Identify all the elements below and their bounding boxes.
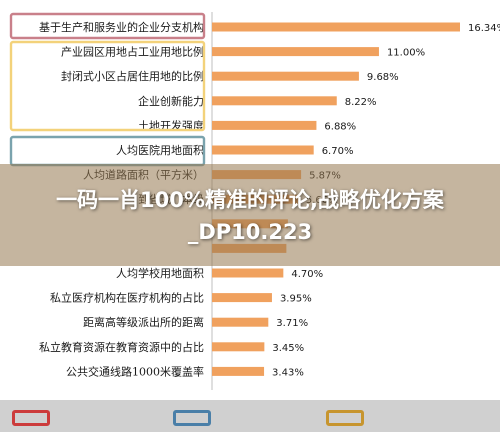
bar [212, 120, 317, 130]
bar [212, 317, 269, 327]
data-label: 8.22% [345, 97, 377, 108]
bottom-strip [0, 400, 500, 432]
bar [212, 342, 265, 352]
data-label: 3.95% [280, 294, 312, 305]
blue-frame-icon [173, 410, 211, 426]
highlight-frame-yellow [9, 40, 206, 132]
bar [212, 22, 460, 32]
category-label: 私立医疗机构在医疗机构的占比 [50, 291, 204, 305]
overlay-title: 一码一肖100%精准的评论,战略优化方案_DP10.223 [56, 188, 444, 244]
data-label: 3.45% [272, 343, 304, 354]
data-label: 6.70% [322, 146, 354, 157]
yellow-frame-icon [326, 410, 364, 426]
category-label: 企业创新能力 [138, 94, 204, 108]
bar [212, 96, 337, 106]
data-label: 9.68% [367, 72, 399, 83]
bar [212, 366, 265, 376]
data-label: 3.43% [272, 367, 304, 378]
category-label: 人均学校用地面积 [116, 266, 204, 280]
data-label: 11.00% [387, 48, 425, 59]
category-label: 人均医院用地面积 [116, 143, 204, 157]
data-label: 6.88% [324, 121, 356, 132]
bar [212, 145, 314, 155]
category-label: 距离高等级派出所的距离 [83, 315, 204, 329]
category-label: 私立教育资源在教育资源中的占比 [39, 340, 204, 354]
category-label: 公共交通线路1000米覆盖率 [66, 364, 204, 378]
data-label: 4.70% [291, 269, 323, 280]
category-label: 基于生产和服务业的企业分支机构 [39, 20, 204, 34]
bar [212, 268, 284, 278]
red-frame-icon [12, 410, 50, 426]
bar [212, 293, 272, 303]
highlight-frame-red [9, 12, 206, 40]
data-label: 3.71% [276, 318, 308, 329]
bar [212, 71, 359, 81]
category-label: 封闭式小区占居住用地的比例 [61, 69, 204, 83]
overlay-band [0, 164, 500, 266]
category-label: 产业园区用地占工业用地比例 [61, 45, 204, 59]
data-label: 16.34% [468, 23, 500, 34]
bar [212, 47, 379, 57]
